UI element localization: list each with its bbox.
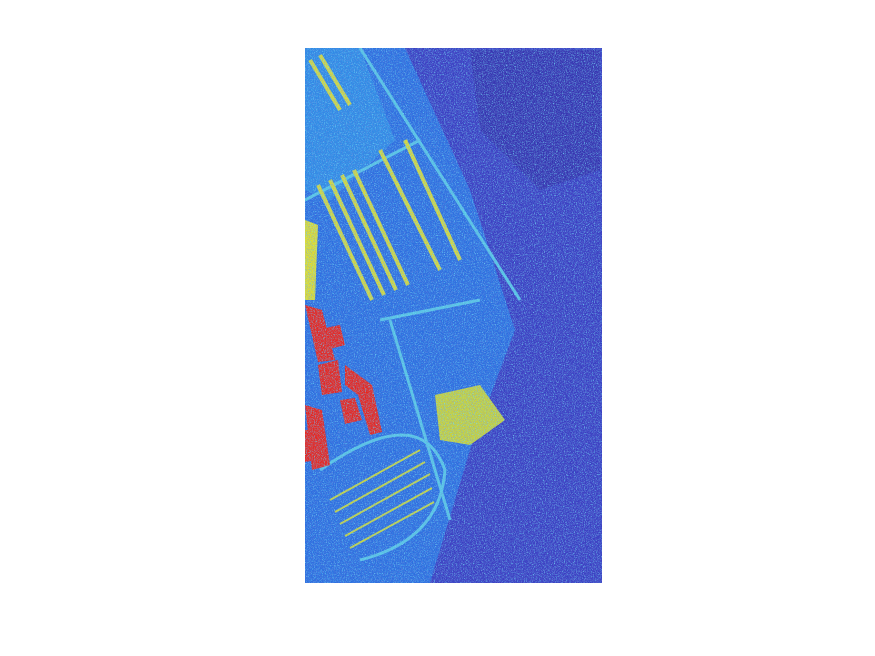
texture-dark	[305, 48, 602, 583]
image	[305, 48, 602, 583]
